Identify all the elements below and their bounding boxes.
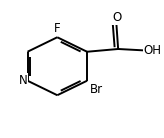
Text: F: F	[54, 22, 61, 35]
Text: OH: OH	[144, 44, 162, 57]
Text: Br: Br	[90, 83, 103, 96]
Text: N: N	[19, 74, 28, 87]
Text: O: O	[112, 11, 121, 24]
